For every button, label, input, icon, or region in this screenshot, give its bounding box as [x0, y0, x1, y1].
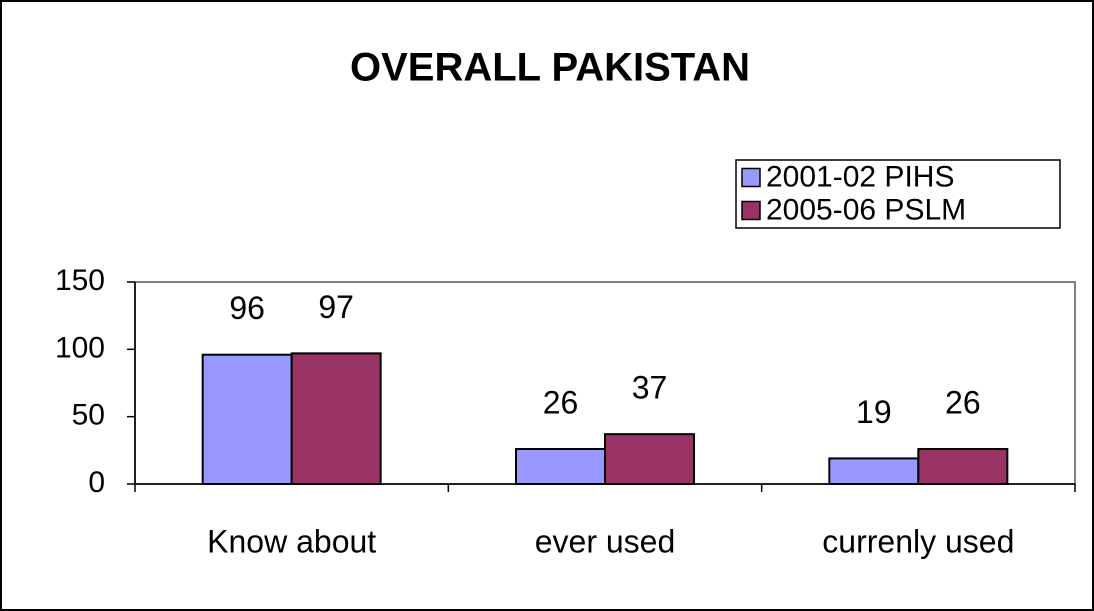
x-tick-label: ever used [535, 523, 676, 559]
bar [201, 353, 293, 485]
data-label: 97 [318, 289, 354, 325]
bar [604, 433, 695, 486]
y-tick-label: 100 [55, 331, 105, 364]
y-tick-label: 0 [88, 466, 105, 499]
y-tick-label: 150 [55, 264, 105, 297]
data-label: 19 [856, 394, 892, 430]
legend-label: 2005-06 PSLM [766, 193, 966, 226]
legend-swatch [741, 167, 761, 188]
chart-title: OVERALL PAKISTAN [350, 46, 750, 90]
legend-swatch [741, 200, 761, 221]
legend-label: 2001-02 PIHS [766, 160, 954, 193]
legend-box [735, 159, 1061, 229]
bar [828, 457, 920, 485]
x-tick-label: Know about [207, 523, 376, 559]
bar [515, 447, 606, 485]
x-tick-label: currenly used [822, 523, 1014, 559]
data-label: 26 [543, 384, 579, 420]
bar [917, 447, 1009, 485]
data-label: 96 [229, 290, 265, 326]
bar [290, 352, 382, 485]
y-tick-label: 50 [72, 399, 105, 432]
data-label: 26 [945, 384, 981, 420]
data-label: 37 [632, 370, 668, 406]
